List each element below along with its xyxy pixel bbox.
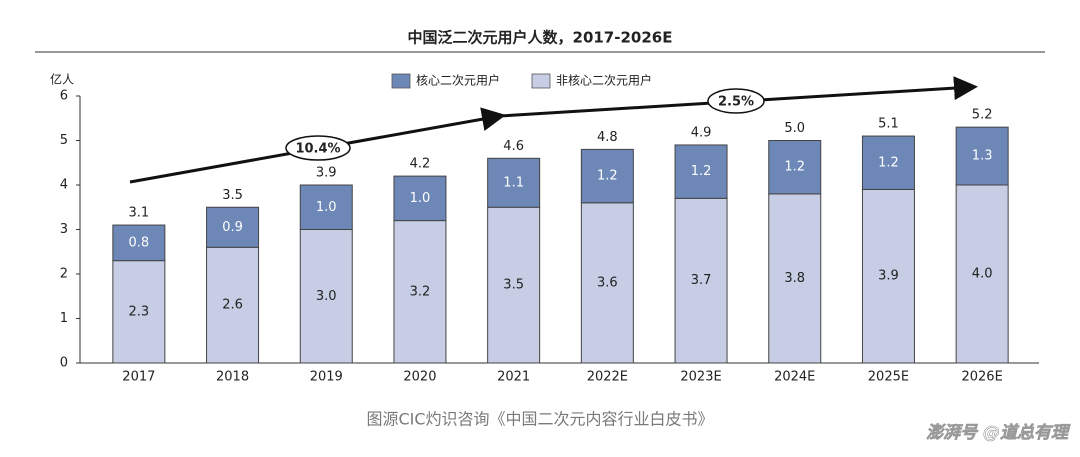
cagr-label: 2.5%	[718, 95, 754, 110]
segment-label: 1.0	[410, 191, 431, 206]
total-label: 4.9	[691, 125, 712, 140]
segment-label: 1.1	[503, 175, 524, 190]
x-tick-label: 2021	[497, 370, 530, 385]
legend-label: 非核心二次元用户	[556, 73, 652, 88]
total-label: 4.2	[410, 157, 431, 172]
bar-segment	[768, 140, 822, 195]
x-tick-label: 2023E	[680, 370, 721, 385]
y-tick-label: 6	[60, 89, 68, 104]
x-tick-label: 2026E	[961, 370, 1002, 385]
bar-segment	[955, 126, 1009, 186]
x-tick-label: 2025E	[868, 370, 909, 385]
bar-segment	[674, 197, 728, 364]
segment-label: 1.2	[784, 160, 805, 175]
x-tick-label: 2017	[122, 370, 155, 385]
legend-label: 核心二次元用户	[416, 73, 500, 88]
bar-segment	[580, 202, 634, 364]
bar-segment	[768, 193, 822, 364]
bar-segment	[861, 188, 915, 364]
y-tick-label: 4	[60, 178, 68, 193]
bar-segment	[487, 157, 541, 208]
segment-label: 3.6	[597, 275, 618, 290]
legend-swatch	[391, 73, 411, 89]
y-tick-label: 1	[60, 311, 68, 326]
x-tick-label: 2018	[216, 370, 249, 385]
bar-segment	[487, 206, 541, 364]
x-tick-label: 2024E	[774, 370, 815, 385]
segment-label: 3.8	[784, 271, 805, 286]
segment-label: 1.2	[878, 155, 899, 170]
x-tick-label: 2022E	[587, 370, 628, 385]
brand-watermark: 澎湃号 @道总有理	[926, 423, 1071, 443]
total-label: 4.6	[503, 139, 524, 154]
segment-label: 4.0	[972, 267, 993, 282]
cagr-ellipse	[285, 135, 351, 161]
segment-label: 3.0	[316, 289, 337, 304]
y-tick-label: 0	[60, 356, 68, 371]
y-axis-label: 亿人	[50, 72, 74, 87]
source-note: 图源CIC灼识咨询《中国二次元内容行业白皮书》	[366, 410, 713, 429]
bar-segment	[580, 148, 634, 204]
segment-label: 1.2	[597, 169, 618, 184]
bar-segment	[393, 220, 447, 364]
cagr-ellipse	[707, 88, 765, 114]
segment-label: 1.3	[972, 149, 993, 164]
bar-segment	[393, 175, 447, 222]
total-label: 3.9	[316, 166, 337, 181]
bar-segment	[861, 135, 915, 190]
bar-segment	[299, 229, 353, 364]
x-tick-label: 2020	[403, 370, 436, 385]
total-label: 3.5	[222, 188, 243, 203]
segment-label: 0.8	[129, 235, 150, 250]
y-tick-label: 5	[60, 133, 68, 148]
cagr-label: 10.4%	[295, 142, 340, 157]
bar-segment	[112, 224, 166, 262]
segment-label: 2.6	[222, 298, 243, 313]
total-label: 3.1	[129, 206, 150, 221]
bar-segment	[674, 144, 728, 199]
legend-swatch	[531, 73, 551, 89]
y-tick-label: 3	[60, 222, 68, 237]
bar-segment	[206, 206, 260, 248]
segment-label: 3.7	[691, 273, 712, 288]
y-tick-label: 2	[60, 267, 68, 282]
segment-label: 1.2	[691, 164, 712, 179]
chart-title: 中国泛二次元用户人数，2017-2026E	[408, 29, 673, 47]
segment-label: 2.3	[129, 304, 150, 319]
x-tick-label: 2019	[310, 370, 343, 385]
total-label: 5.1	[878, 117, 899, 132]
segment-label: 1.0	[316, 200, 337, 215]
segment-label: 3.2	[410, 284, 431, 299]
bar-segment	[955, 184, 1009, 364]
total-label: 4.8	[597, 130, 618, 145]
total-label: 5.2	[972, 108, 993, 123]
segment-label: 0.9	[222, 220, 243, 235]
segment-label: 3.5	[503, 278, 524, 293]
bar-segment	[299, 184, 353, 230]
segment-label: 3.9	[878, 269, 899, 284]
total-label: 5.0	[784, 121, 805, 136]
